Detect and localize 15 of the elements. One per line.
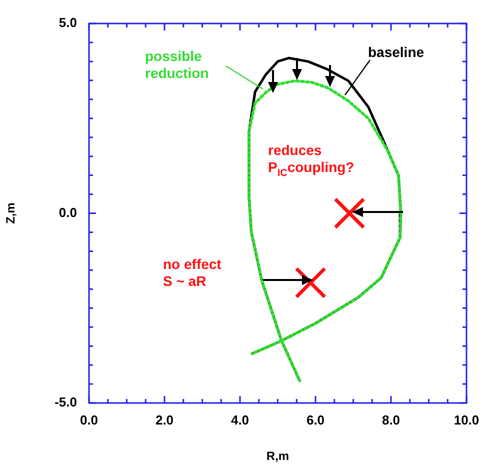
x-tick-label: 2.0 [155, 412, 174, 428]
x-tick-label: 8.0 [382, 412, 400, 428]
y-tick-label: 0.0 [58, 204, 77, 220]
y-tick-label: -5.0 [54, 394, 77, 410]
x-tick-label: 6.0 [306, 412, 325, 428]
x-tick-label: 0.0 [80, 412, 98, 428]
y-axis-title: Z,m [4, 202, 18, 224]
annotation: no effect S ~ aR [163, 256, 222, 290]
annotation: reduces P$_{IC}$coupling? [268, 142, 354, 181]
annotation: possible reduction [145, 48, 209, 82]
annotation: baseline [368, 44, 424, 61]
x-tick-label: 10.0 [454, 412, 480, 428]
x-tick-label: 4.0 [230, 412, 250, 428]
x-axis-title: R,m [266, 449, 290, 464]
y-tick-label: 5.0 [58, 15, 77, 30]
